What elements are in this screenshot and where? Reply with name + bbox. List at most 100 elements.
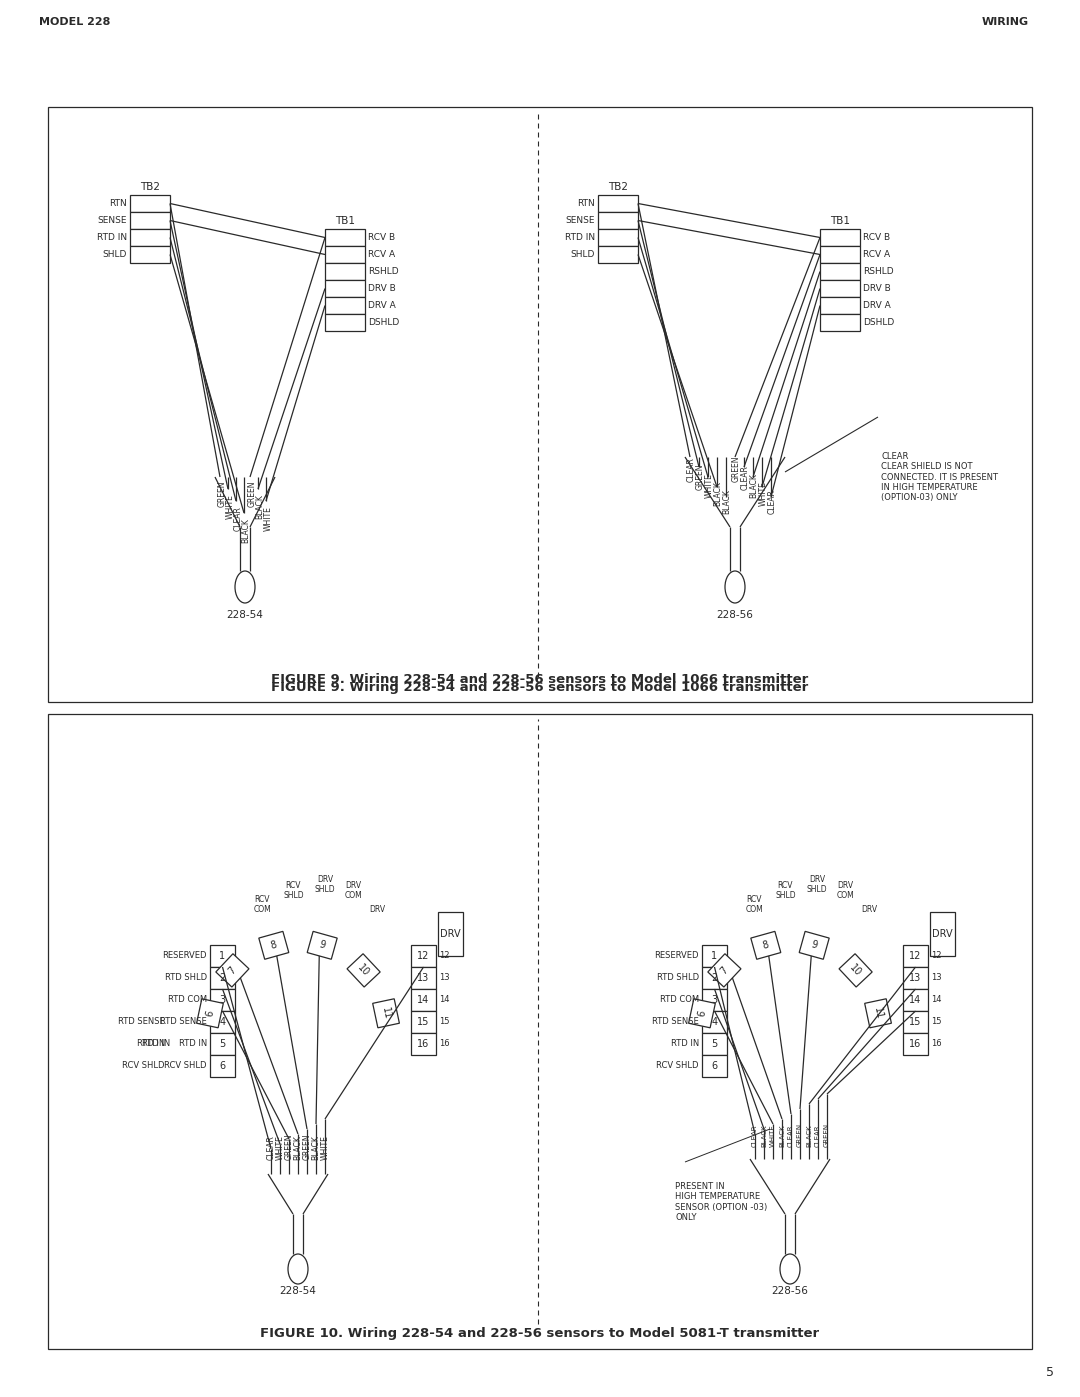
- Text: 2: 2: [219, 972, 226, 983]
- Text: WHITE: WHITE: [321, 1136, 329, 1160]
- Text: BLACK: BLACK: [779, 1125, 785, 1147]
- Text: BLACK: BLACK: [806, 1125, 812, 1147]
- Bar: [325, 279, 365, 298]
- Text: 1: 1: [219, 951, 226, 961]
- Text: 4: 4: [219, 1017, 226, 1027]
- Text: WHITE: WHITE: [758, 481, 768, 506]
- Text: 16: 16: [440, 1039, 449, 1049]
- Text: CLEAR: CLEAR: [233, 506, 243, 531]
- Text: RTD SENSE: RTD SENSE: [160, 1017, 207, 1027]
- Text: DRV A: DRV A: [368, 300, 395, 310]
- Text: 13: 13: [440, 974, 449, 982]
- Text: BLACK: BLACK: [242, 518, 251, 543]
- Polygon shape: [751, 932, 781, 960]
- Bar: [702, 1011, 727, 1032]
- Bar: [702, 989, 727, 1011]
- Text: SHLD: SHLD: [103, 250, 127, 258]
- Text: GREEN: GREEN: [217, 481, 227, 507]
- Text: RCV SHLD: RCV SHLD: [122, 1062, 165, 1070]
- Text: WHITE: WHITE: [704, 474, 714, 497]
- Bar: [325, 263, 365, 279]
- Text: DRV B: DRV B: [863, 284, 891, 293]
- Text: RCV
SHLD: RCV SHLD: [283, 880, 303, 900]
- Text: 12: 12: [417, 951, 430, 961]
- Text: 10: 10: [355, 963, 372, 978]
- Text: DRV: DRV: [441, 929, 461, 939]
- Polygon shape: [373, 999, 400, 1028]
- Text: 15: 15: [417, 1017, 430, 1027]
- Bar: [702, 967, 727, 989]
- Text: TB1: TB1: [831, 217, 850, 226]
- Bar: [130, 229, 170, 246]
- Text: RTD SENSE: RTD SENSE: [652, 1017, 699, 1027]
- Text: 16: 16: [909, 1039, 921, 1049]
- Bar: [438, 912, 463, 956]
- Bar: [210, 944, 235, 967]
- Text: DRV
COM: DRV COM: [345, 880, 363, 900]
- Bar: [210, 1032, 235, 1055]
- Text: WHITE: WHITE: [275, 1136, 284, 1160]
- Text: RCV A: RCV A: [368, 250, 395, 258]
- Text: 14: 14: [440, 996, 449, 1004]
- Polygon shape: [197, 999, 224, 1028]
- Text: RTD COM: RTD COM: [167, 996, 207, 1004]
- Text: FIGURE 9. Wiring 228-54 and 228-56 sensors to Model 1066 transmitter: FIGURE 9. Wiring 228-54 and 228-56 senso…: [271, 680, 809, 693]
- Bar: [903, 1032, 928, 1055]
- Text: RCV
COM: RCV COM: [745, 894, 762, 914]
- Text: GREEN: GREEN: [247, 481, 257, 507]
- Text: GREEN: GREEN: [284, 1133, 294, 1160]
- Text: GREEN: GREEN: [731, 455, 741, 482]
- Text: 228-54: 228-54: [227, 610, 264, 620]
- Text: BLACK: BLACK: [294, 1136, 302, 1160]
- Text: 11: 11: [872, 1006, 885, 1020]
- Text: RTN: RTN: [109, 198, 127, 208]
- Text: TB1: TB1: [335, 217, 355, 226]
- Text: 13: 13: [417, 972, 430, 983]
- Bar: [903, 967, 928, 989]
- Text: TB2: TB2: [608, 182, 627, 191]
- Text: 6: 6: [219, 1060, 226, 1071]
- Text: 14: 14: [417, 995, 430, 1004]
- Text: 5: 5: [1047, 1365, 1054, 1379]
- Bar: [325, 298, 365, 314]
- Text: 5: 5: [219, 1039, 226, 1049]
- Text: RTD SENSE: RTD SENSE: [118, 1017, 165, 1027]
- Text: FIGURE 9. Wiring 228-54 and 228-56 sensors to Model 1066 transmitter: FIGURE 9. Wiring 228-54 and 228-56 senso…: [271, 672, 809, 686]
- Text: 3: 3: [219, 995, 226, 1004]
- Bar: [210, 1011, 235, 1032]
- Text: GREEN: GREEN: [824, 1123, 831, 1147]
- Polygon shape: [216, 954, 249, 988]
- Text: BLACK: BLACK: [723, 489, 731, 514]
- Text: 15: 15: [931, 1017, 942, 1027]
- Text: 7: 7: [227, 965, 239, 977]
- Text: 8: 8: [761, 940, 770, 951]
- Text: 11: 11: [380, 1006, 392, 1020]
- Text: CLEAR: CLEAR: [815, 1125, 821, 1147]
- Bar: [411, 967, 436, 989]
- Text: SHLD: SHLD: [570, 250, 595, 258]
- Text: BLACK: BLACK: [750, 474, 758, 497]
- Bar: [903, 944, 928, 967]
- Polygon shape: [707, 954, 741, 988]
- Text: RTD COM: RTD COM: [660, 996, 699, 1004]
- Text: 15: 15: [440, 1017, 449, 1027]
- Text: 1: 1: [712, 951, 717, 961]
- Bar: [903, 989, 928, 1011]
- Text: 7: 7: [718, 965, 730, 977]
- Text: RESERVED: RESERVED: [654, 951, 699, 961]
- Text: MODEL 228: MODEL 228: [39, 17, 110, 27]
- Bar: [411, 1011, 436, 1032]
- Bar: [411, 944, 436, 967]
- Text: DRV: DRV: [861, 905, 877, 914]
- Text: 3: 3: [712, 995, 717, 1004]
- Text: RSHLD: RSHLD: [863, 267, 893, 277]
- Text: DRV: DRV: [369, 905, 386, 914]
- Bar: [702, 1055, 727, 1077]
- Bar: [702, 1032, 727, 1055]
- Bar: [702, 944, 727, 967]
- Bar: [325, 246, 365, 263]
- Text: 8: 8: [270, 940, 278, 951]
- Text: WIRING: WIRING: [982, 17, 1028, 27]
- Text: RCV SHLD: RCV SHLD: [657, 1062, 699, 1070]
- Text: DSHLD: DSHLD: [368, 319, 400, 327]
